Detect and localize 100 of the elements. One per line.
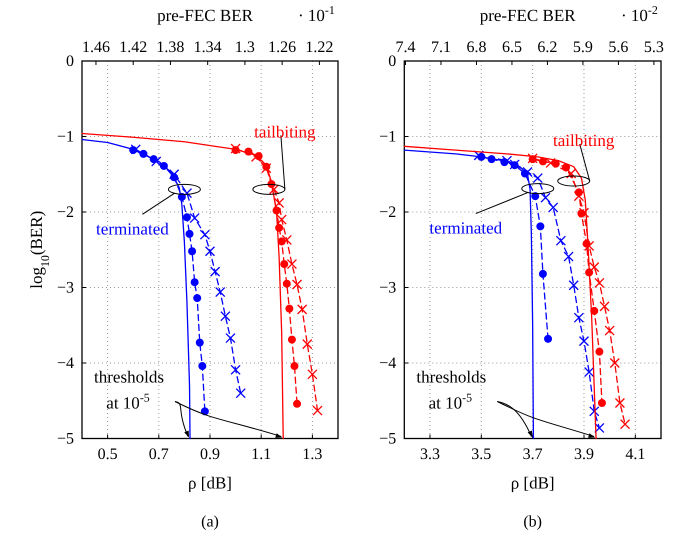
- point: [545, 158, 556, 168]
- point: [585, 268, 594, 276]
- x-tick-label: 3.5: [471, 446, 492, 463]
- x2-tick-label: 5.6: [608, 39, 628, 56]
- x-axis-title: ρ [dB]: [510, 474, 555, 492]
- point: [236, 388, 246, 398]
- annotation: tailbiting: [254, 122, 316, 142]
- x-tick-label: 4.1: [625, 446, 646, 463]
- point: [590, 306, 598, 315]
- point: [200, 230, 210, 240]
- y-tick-label: −2: [56, 204, 74, 222]
- point: [540, 192, 551, 203]
- point: [595, 348, 604, 356]
- point: [297, 304, 308, 315]
- annotation: thresholds at 10$^{-5}$: [94, 368, 164, 412]
- point: [285, 304, 294, 313]
- x2-tick-label: 1.42: [119, 39, 148, 56]
- point: [599, 301, 610, 312]
- point: [589, 406, 600, 416]
- point: [594, 422, 605, 434]
- x-tick-label: 3.3: [420, 446, 440, 463]
- point: [614, 398, 626, 408]
- point: [276, 214, 287, 225]
- text: · 10$^{-2}$: [621, 3, 658, 25]
- x2-tick-label: 7.1: [430, 39, 451, 56]
- x-tick-label: 3.9: [574, 446, 594, 463]
- point: [620, 419, 630, 430]
- point: [288, 336, 296, 344]
- x-tick-label: 3.7: [522, 446, 543, 463]
- point: [188, 247, 196, 256]
- point: [190, 278, 199, 286]
- x-axis-title: ρ [dB]: [188, 474, 232, 492]
- y-tick-label: −4: [379, 355, 396, 372]
- point: [604, 325, 615, 336]
- point: [282, 234, 292, 246]
- point: [522, 166, 533, 178]
- point: [293, 400, 302, 408]
- y-tick-label: −3: [379, 280, 396, 297]
- point: [536, 222, 544, 230]
- point: [556, 236, 566, 246]
- x-tick-label: 0.9: [200, 446, 220, 463]
- x2-tick-label: 1.26: [268, 39, 296, 56]
- point: [130, 144, 141, 154]
- point: [225, 332, 236, 344]
- y-tick-label: −2: [379, 204, 396, 222]
- point: [563, 251, 574, 262]
- y-tick-label: 0: [388, 53, 396, 70]
- point: [578, 336, 590, 346]
- point: [532, 172, 543, 184]
- y-tick-label: −5: [56, 430, 74, 448]
- point: [189, 212, 200, 224]
- x2-axis-title: pre-FEC BER: [480, 6, 576, 25]
- annotation: terminated: [429, 218, 503, 238]
- x-tick-label: 1.3: [302, 446, 322, 463]
- x2-tick-label: 1.34: [194, 39, 222, 56]
- point: [215, 286, 226, 298]
- y-tick-label: −1: [379, 128, 396, 146]
- point: [204, 246, 216, 256]
- point: [230, 143, 241, 154]
- point: [182, 213, 191, 222]
- point: [566, 168, 576, 179]
- y-tick-label: 0: [66, 53, 74, 70]
- point: [282, 280, 291, 288]
- point: [280, 260, 288, 268]
- x-tick-label: 1.1: [251, 446, 272, 463]
- point: [230, 364, 241, 375]
- point: [272, 206, 281, 214]
- point: [210, 266, 220, 277]
- point: [474, 150, 484, 161]
- point: [574, 312, 584, 323]
- point: [544, 334, 552, 343]
- point: [193, 294, 202, 302]
- x2-tick-label: 6.2: [537, 39, 558, 56]
- point: [589, 262, 600, 272]
- y-tick-label: −3: [56, 280, 74, 297]
- x2-tick-label: 5.9: [572, 39, 593, 56]
- point: [274, 198, 284, 208]
- point: [261, 163, 272, 174]
- y-tick-label: −4: [56, 355, 74, 372]
- point: [286, 258, 298, 270]
- point: [548, 202, 558, 213]
- point: [250, 152, 262, 162]
- x2-axis-title: pre-FEC BER: [157, 6, 254, 25]
- point: [292, 279, 302, 290]
- x-tick-label: 0.5: [98, 446, 118, 463]
- point: [275, 224, 284, 232]
- point: [307, 369, 318, 380]
- x2-tick-label: 1.3: [234, 39, 255, 56]
- point: [578, 208, 590, 218]
- point: [568, 280, 579, 290]
- y-tick-label: −1: [56, 128, 74, 146]
- x2-tick-label: 1.22: [305, 39, 334, 56]
- x2-tick-label: 1.46: [82, 39, 110, 56]
- point: [312, 405, 323, 416]
- point: [538, 270, 547, 278]
- point: [302, 338, 312, 350]
- point: [598, 399, 606, 408]
- point: [220, 311, 231, 322]
- point: [584, 366, 594, 378]
- point: [290, 362, 298, 370]
